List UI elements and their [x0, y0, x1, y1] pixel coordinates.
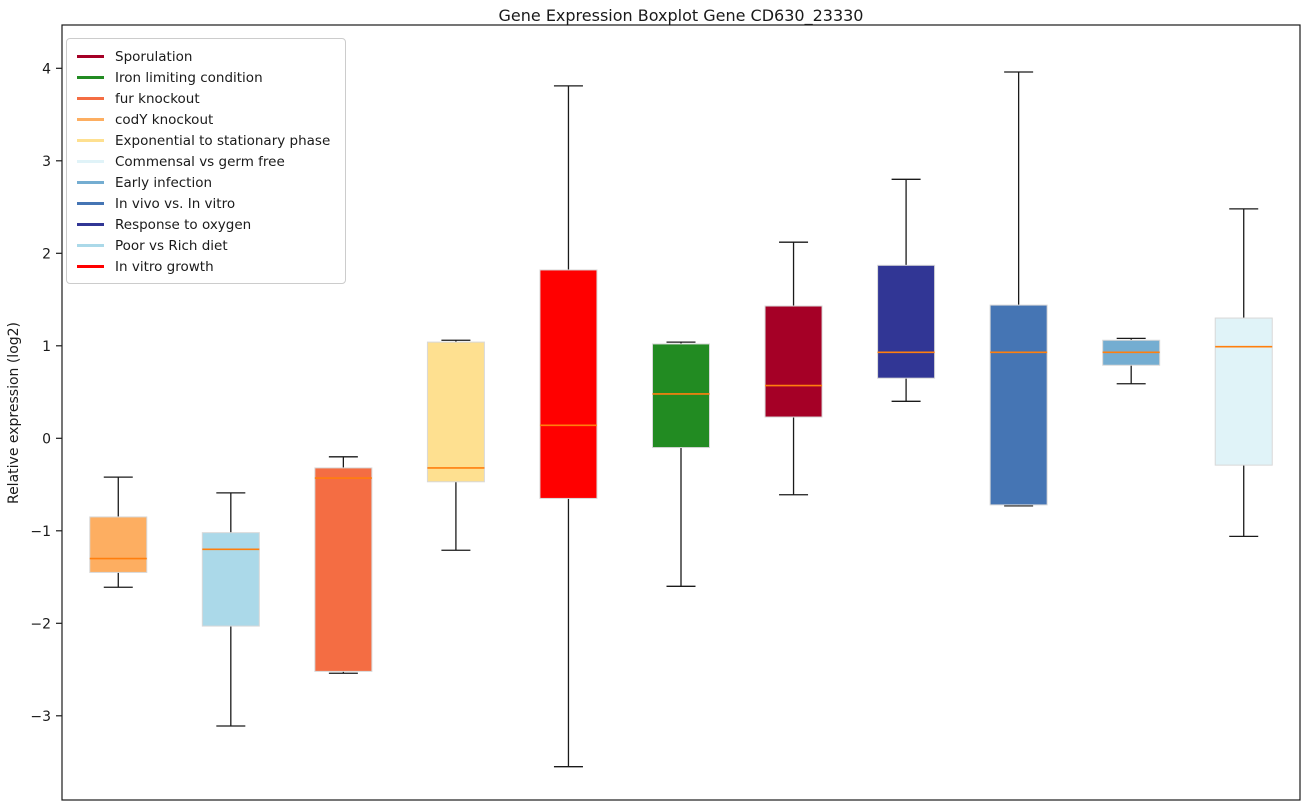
legend-label: Sporulation: [115, 48, 193, 65]
legend-swatch-exponential-to-stationary-phase: [77, 139, 104, 142]
legend-label: In vitro growth: [115, 258, 214, 275]
legend-label: Exponential to stationary phase: [115, 132, 331, 149]
legend-item-in-vivo-vs-in-vitro: In vivo vs. In vitro: [77, 193, 335, 214]
legend-swatch-in-vitro-growth: [77, 265, 104, 268]
box-group-in-vivo-vs-in-vitro: [989, 71, 1048, 507]
box-iron-limiting-condition: [652, 343, 710, 449]
box-group-sporulation: [764, 241, 823, 496]
legend-item-poor-vs-rich-diet: Poor vs Rich diet: [77, 235, 335, 256]
box-exponential-to-stationary-phase: [426, 341, 485, 483]
legend-swatch-poor-vs-rich-diet: [77, 244, 104, 247]
box-group-early-infection: [1102, 337, 1161, 385]
legend-swatch-response-to-oxygen: [77, 223, 104, 226]
legend-swatch-early-infection: [77, 181, 104, 184]
y-tick-label-2: 2: [42, 246, 51, 262]
box-commensal-vs-germ-free: [1214, 317, 1273, 466]
legend-item-cody-knockout: codY knockout: [77, 109, 335, 130]
legend-item-sporulation: Sporulation: [77, 46, 335, 67]
box-in-vivo-vs-in-vitro: [989, 304, 1048, 506]
legend-swatch-iron-limiting-condition: [77, 76, 104, 79]
legend-label: codY knockout: [115, 111, 214, 128]
legend-item-exponential-to-stationary-phase: Exponential to stationary phase: [77, 130, 335, 151]
legend-swatch-sporulation: [77, 55, 104, 58]
box-group-commensal-vs-germ-free: [1214, 208, 1273, 537]
box-group-exponential-to-stationary-phase: [426, 339, 485, 551]
box-group-iron-limiting-condition: [652, 341, 710, 587]
box-cody-knockout: [89, 516, 148, 573]
y-tick-label-3: 3: [42, 154, 51, 170]
y-tick-label--2: −2: [30, 616, 51, 632]
box-sporulation: [764, 305, 823, 418]
legend-item-early-infection: Early infection: [77, 172, 335, 193]
y-tick-label-1: 1: [42, 339, 51, 355]
legend-item-fur-knockout: fur knockout: [77, 88, 335, 109]
legend-swatch-commensal-vs-germ-free: [77, 160, 104, 163]
legend-swatch-cody-knockout: [77, 118, 104, 121]
axes-frame: [61, 24, 1301, 801]
legend-item-iron-limiting-condition: Iron limiting condition: [77, 67, 335, 88]
legend: Sporulation Iron limiting condition fur kn…: [66, 38, 346, 284]
legend-swatch-fur-knockout: [77, 97, 104, 100]
legend-label: Iron limiting condition: [115, 69, 263, 86]
box-in-vitro-growth: [539, 269, 598, 499]
box-group-fur-knockout: [314, 456, 373, 674]
box-group-in-vitro-growth: [539, 85, 598, 768]
legend-label: Commensal vs germ free: [115, 153, 285, 170]
y-tick-label-4: 4: [42, 61, 51, 77]
chart-title: Gene Expression Boxplot Gene CD630_23330: [498, 6, 864, 25]
legend-label: fur knockout: [115, 90, 200, 107]
box-group-response-to-oxygen: [877, 178, 936, 402]
legend-label: In vivo vs. In vitro: [115, 195, 236, 212]
y-tick-label-0: 0: [42, 431, 51, 447]
box-poor-vs-rich-diet: [201, 532, 260, 627]
box-fur-knockout: [314, 467, 373, 672]
legend-item-in-vitro-growth: In vitro growth: [77, 256, 335, 277]
legend-label: Poor vs Rich diet: [115, 237, 228, 254]
y-axis-label: Relative expression (log2): [6, 321, 22, 505]
box-response-to-oxygen: [877, 264, 936, 379]
legend-label: Response to oxygen: [115, 216, 252, 233]
box-group-poor-vs-rich-diet: [201, 492, 260, 727]
legend-swatch-in-vivo-vs-in-vitro: [77, 202, 104, 205]
box-group-cody-knockout: [89, 476, 148, 588]
legend-label: Early infection: [115, 174, 213, 191]
legend-item-commensal-vs-germ-free: Commensal vs germ free: [77, 151, 335, 172]
y-tick-label--3: −3: [30, 709, 51, 725]
y-tick-label--1: −1: [30, 524, 51, 540]
legend-item-response-to-oxygen: Response to oxygen: [77, 214, 335, 235]
